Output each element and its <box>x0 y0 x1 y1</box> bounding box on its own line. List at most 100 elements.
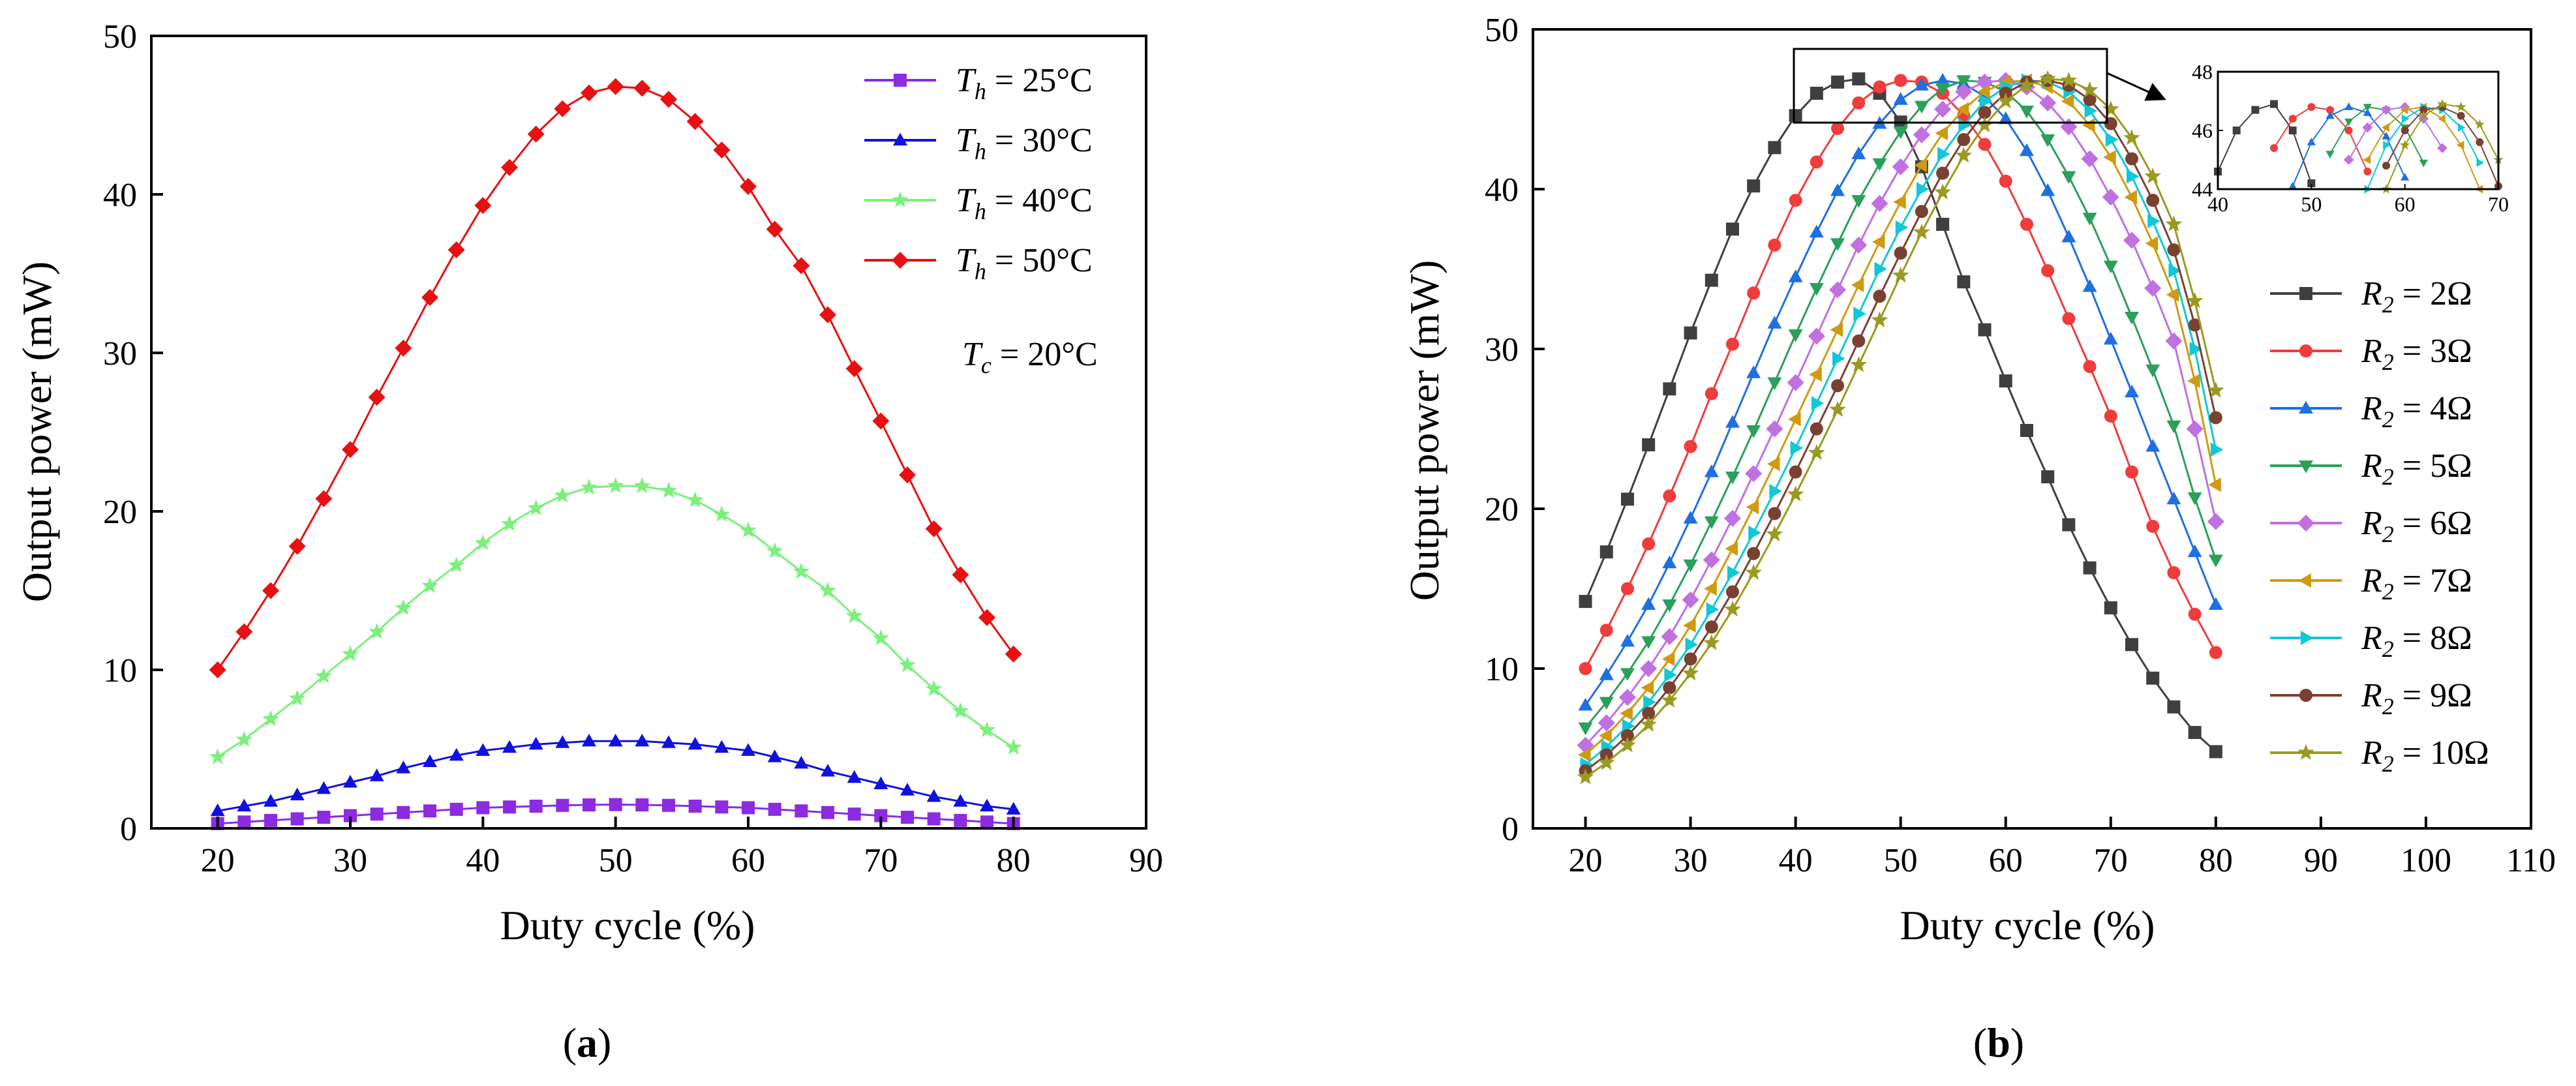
data-point-b-4 <box>1830 238 1845 251</box>
data-point-a-4 <box>1005 645 1022 663</box>
x-tick-label-b: 110 <box>2506 842 2556 879</box>
data-point-inset-1 <box>2307 179 2316 187</box>
data-point-a-1 <box>290 812 304 826</box>
data-point-b-5 <box>1976 73 1993 91</box>
data-point-b-1 <box>1957 275 1971 289</box>
inset-x-tick-label: 50 <box>2301 192 2322 216</box>
data-point-b-5 <box>2039 94 2057 112</box>
data-point-b-2 <box>1978 138 1992 151</box>
data-point-a-2 <box>555 735 570 748</box>
data-point-a-4 <box>209 661 226 678</box>
data-point-a-2 <box>767 749 782 762</box>
data-point-b-5 <box>2102 189 2119 206</box>
legend-label-b: R2 = 10Ω <box>2361 734 2489 777</box>
data-point-b-1 <box>1768 141 1781 155</box>
data-point-b-7 <box>1769 484 1782 499</box>
data-point-inset-2 <box>2326 106 2334 114</box>
y-tick-label-a: 10 <box>103 652 137 689</box>
data-point-a-4 <box>395 339 412 357</box>
inset-background <box>2218 72 2498 189</box>
data-point-b-8 <box>1726 585 1739 599</box>
data-point-a-3 <box>872 629 890 646</box>
data-point-a-2 <box>582 733 596 747</box>
data-point-b-4 <box>2125 312 2139 325</box>
data-point-b-5 <box>1661 628 1678 645</box>
inset-y-tick-label: 46 <box>2192 119 2213 142</box>
data-point-b-2 <box>1768 238 1781 252</box>
data-point-a-1 <box>715 800 729 814</box>
legend-marker-a <box>894 74 907 87</box>
data-point-b-3 <box>1767 316 1782 329</box>
x-tick-label-a: 50 <box>599 842 633 879</box>
data-point-a-1 <box>847 807 861 821</box>
data-point-b-3 <box>1599 667 1614 680</box>
data-point-b-1 <box>1620 492 1634 506</box>
data-point-a-4 <box>845 360 863 378</box>
data-point-b-3 <box>2040 183 2055 196</box>
data-point-inset-1 <box>2270 100 2278 108</box>
x-tick-label-a: 80 <box>997 842 1031 879</box>
data-point-b-6 <box>2208 477 2221 492</box>
data-point-a-1 <box>901 810 914 824</box>
data-point-a-2 <box>980 798 994 811</box>
data-point-a-1 <box>821 806 834 819</box>
data-point-b-6 <box>1704 581 1717 596</box>
data-point-a-4 <box>474 197 492 215</box>
data-point-b-5 <box>1640 660 1658 677</box>
data-point-a-3 <box>978 721 995 738</box>
data-point-b-4 <box>1662 599 1677 612</box>
data-point-b-6 <box>1725 541 1738 556</box>
data-point-b-9 <box>1955 147 1973 163</box>
data-point-a-3 <box>262 710 279 727</box>
legend-marker-b <box>2299 689 2312 702</box>
data-point-b-4 <box>2208 554 2223 567</box>
data-point-b-7 <box>1937 147 1950 162</box>
data-point-b-2 <box>1620 582 1634 596</box>
inset-y-tick-label: 48 <box>2192 60 2213 83</box>
data-point-a-1 <box>503 800 516 814</box>
axes-frame-a <box>150 35 1147 830</box>
data-point-b-8 <box>1768 507 1781 520</box>
data-point-a-4 <box>633 80 651 97</box>
data-point-a-1 <box>529 799 543 813</box>
legend-marker-b <box>2299 344 2312 357</box>
data-point-a-4 <box>978 609 995 626</box>
data-point-b-9 <box>1829 400 1846 417</box>
data-point-inset-8 <box>2476 138 2484 146</box>
data-point-a-3 <box>368 623 386 639</box>
data-point-inset-1 <box>2288 127 2297 134</box>
data-point-a-3 <box>925 680 943 697</box>
x-tick-label-b: 80 <box>2199 842 2233 879</box>
data-point-b-1 <box>1642 438 1656 451</box>
zoom-arrow <box>2106 72 2166 101</box>
data-point-b-6 <box>1871 234 1885 249</box>
data-point-b-9 <box>2060 71 2078 88</box>
data-point-b-8 <box>1894 247 1907 260</box>
data-point-b-1 <box>1663 382 1676 396</box>
chart-panel-b: 20 30 40 50 60 70 80 90 100 110 0 10 20 30 40 50 Duty c… <box>1401 12 2556 1066</box>
data-point-a-1 <box>344 809 357 822</box>
y-tick-label-b: 20 <box>1485 491 1519 528</box>
data-point-b-9 <box>1703 634 1720 650</box>
data-point-b-7 <box>2147 214 2160 228</box>
data-point-a-2 <box>873 776 888 789</box>
axis-ticks-a: 20 30 40 50 60 70 80 90 0 10 20 30 40 50 <box>103 18 1163 879</box>
data-point-a-3 <box>527 499 545 516</box>
data-point-a-2 <box>608 733 623 747</box>
data-point-b-4 <box>1746 425 1761 438</box>
data-point-inset-2 <box>2363 168 2372 175</box>
data-point-a-4 <box>368 389 386 406</box>
data-point-a-2 <box>688 736 703 750</box>
data-point-b-2 <box>1894 74 1907 87</box>
data-point-inset-9 <box>2456 101 2466 112</box>
data-point-inset-5 <box>2343 155 2354 165</box>
y-tick-label-b: 50 <box>1485 12 1519 49</box>
data-point-a-3 <box>395 599 412 616</box>
data-point-a-2 <box>528 736 543 750</box>
series-line-b-8 <box>1584 79 2217 772</box>
data-point-b-6 <box>2103 150 2116 164</box>
data-point-b-5 <box>1766 420 1783 438</box>
data-point-b-3 <box>1788 269 1803 282</box>
data-point-b-1 <box>2125 638 2138 652</box>
data-point-b-9 <box>1808 444 1825 460</box>
